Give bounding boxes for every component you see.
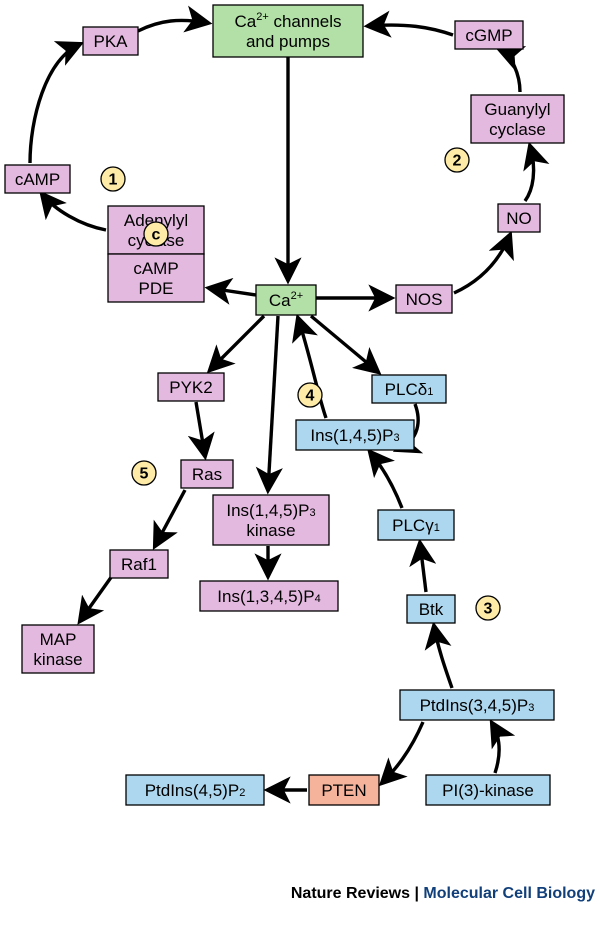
edge-e-pka-channels — [138, 20, 208, 31]
attribution-prefix: Nature Reviews — [291, 885, 410, 902]
edge-e-ptd345-btk — [434, 626, 452, 688]
node-pyk2: PYK2 — [158, 373, 224, 401]
node-ins1345p4: Ins(1,3,4,5)P4 — [200, 581, 338, 611]
badge-label-b1: 1 — [109, 172, 118, 189]
badge-b3: 3 — [476, 596, 500, 620]
badge-label-bc: c — [152, 227, 161, 244]
node-label-pyk2-line0: PYK2 — [169, 378, 212, 397]
edge-e-plcg1-ins — [370, 452, 402, 508]
node-label-btk-line0: Btk — [419, 600, 444, 619]
node-pka: PKA — [83, 27, 138, 55]
attribution-suffix: Molecular Cell Biology — [423, 885, 595, 902]
badge-bc: c — [144, 222, 168, 246]
edge-e-ca2-ins145k — [268, 316, 278, 490]
attribution: Nature Reviews | Molecular Cell Biology — [291, 885, 595, 902]
node-ins145p3k: Ins(1,4,5)P3kinase — [213, 495, 329, 545]
node-ca-channels: Ca2+ channels and pumps — [213, 5, 363, 57]
node-label-cgmp-line0: cGMP — [465, 26, 512, 45]
node-no: NO — [498, 204, 540, 232]
badge-b5: 5 — [132, 461, 156, 485]
node-label-ins145p3k-line1: kinase — [246, 521, 295, 540]
edge-e-ca2-pde — [209, 288, 256, 295]
node-pten: PTEN — [309, 775, 379, 805]
edge-e-btk-plcg1 — [420, 543, 426, 592]
edge-e-cgmp-channels — [368, 25, 453, 35]
edge-e-camp-pka — [30, 44, 80, 163]
node-label-nos-line0: NOS — [406, 290, 443, 309]
node-label-guanylyl-line0: Guanylyl — [484, 100, 550, 119]
node-plcd1: PLCδ1 — [372, 375, 446, 403]
badge-b4: 4 — [298, 383, 322, 407]
node-nos: NOS — [396, 285, 452, 313]
node-label-ptdins345p3-line0: PtdIns(3,4,5)P3 — [420, 696, 535, 715]
node-label-camp-pde-line0: cAMP — [133, 259, 178, 278]
badge-label-b2: 2 — [453, 153, 462, 170]
node-label-plcg1-line0: PLCγ1 — [392, 516, 440, 535]
badge-label-b5: 5 — [140, 466, 149, 483]
node-label-ins1345p4-line0: Ins(1,3,4,5)P4 — [217, 587, 320, 606]
node-label-guanylyl-line1: cyclase — [489, 120, 546, 139]
node-label-pka-line0: PKA — [93, 32, 128, 51]
edge-e-raf1-mapk — [80, 576, 112, 621]
edge-e-gc-cgmp — [500, 50, 520, 92]
node-label-ca-channels-line0: Ca2+ channels — [234, 11, 341, 30]
node-pi3k: PI(3)-kinase — [426, 775, 550, 805]
node-mapk: MAPkinase — [22, 625, 94, 673]
node-label-ins145p3-line0: Ins(1,4,5)P3 — [310, 426, 399, 445]
node-camp-pde: cAMPPDE — [108, 254, 204, 302]
node-label-plcd1-line0: PLCδ1 — [385, 380, 434, 399]
node-ptdins345p3: PtdIns(3,4,5)P3 — [400, 690, 554, 720]
edge-e-no-gc — [525, 146, 534, 201]
node-label-camp-line0: cAMP — [15, 170, 60, 189]
edge-e-ca2-plcd1 — [311, 316, 378, 372]
edge-e-pyk2-ras — [196, 402, 205, 456]
edge-e-nos-no — [454, 235, 510, 293]
node-label-pi3k-line0: PI(3)-kinase — [442, 781, 534, 800]
node-guanylyl: Guanylylcyclase — [471, 95, 564, 143]
node-cgmp: cGMP — [455, 21, 523, 49]
node-ins145p3: Ins(1,4,5)P3 — [296, 420, 414, 450]
node-label-ca-channels-line1: and pumps — [246, 32, 330, 51]
node-label-no-line0: NO — [506, 209, 532, 228]
node-raf1: Raf1 — [110, 550, 168, 578]
badge-b2: 2 — [445, 148, 469, 172]
node-label-mapk-line1: kinase — [33, 650, 82, 669]
edge-e-pi3k-ptd345 — [492, 723, 499, 773]
edge-e-ras-raf1 — [155, 490, 185, 546]
edge-e-ca2-pyk2 — [210, 316, 264, 370]
node-label-ras-line0: Ras — [192, 465, 222, 484]
node-label-ins145p3k-line0: Ins(1,4,5)P3 — [226, 501, 315, 520]
node-camp: cAMP — [5, 165, 70, 193]
node-plcg1: PLCγ1 — [378, 510, 454, 540]
edge-e-ptd345-pten — [382, 722, 423, 783]
badge-label-b3: 3 — [484, 601, 493, 618]
node-ca2: Ca2+ — [256, 285, 316, 315]
edge-e-adc-camp — [42, 194, 106, 230]
node-label-ptdins45p2-line0: PtdIns(4,5)P2 — [145, 781, 246, 800]
node-btk: Btk — [407, 595, 455, 623]
node-ptdins45p2: PtdIns(4,5)P2 — [126, 775, 264, 805]
node-ras: Ras — [181, 460, 233, 488]
node-label-camp-pde-line1: PDE — [139, 279, 174, 298]
node-label-mapk-line0: MAP — [40, 630, 77, 649]
node-label-raf1-line0: Raf1 — [121, 555, 157, 574]
badge-b1: 1 — [101, 167, 125, 191]
node-label-pten-line0: PTEN — [321, 781, 366, 800]
badge-label-b4: 4 — [306, 388, 315, 405]
